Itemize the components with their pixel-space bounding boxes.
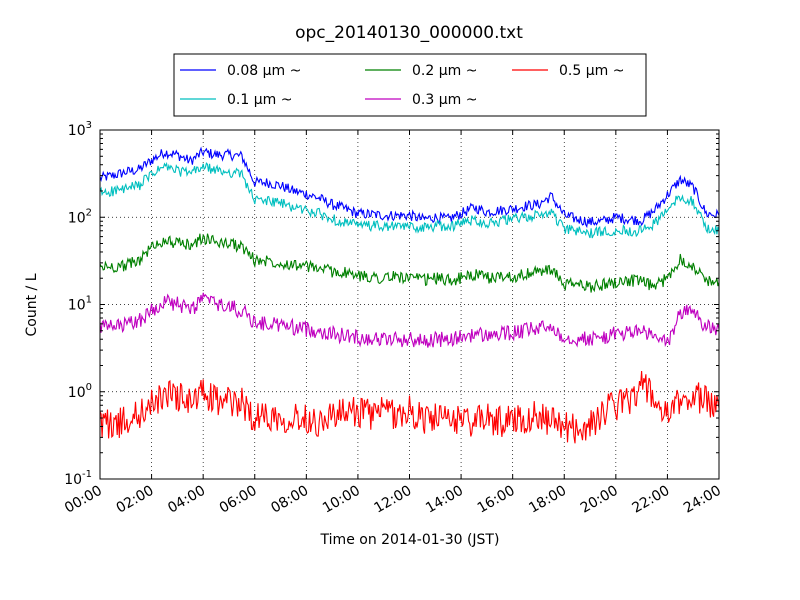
y-tick-base: 10 [68, 123, 86, 139]
legend: 0.08 μm ~ 0.1 μm ~ 0.2 μm ~ 0.3 μm ~ 0.5 μm … [173, 53, 647, 117]
y-tick-base: 10 [68, 210, 86, 226]
legend-frame [173, 53, 647, 117]
legend-label: 0.5 μm ~ [559, 63, 624, 79]
y-tick-label: 102 [68, 207, 92, 226]
legend-label: 0.2 μm ~ [412, 63, 477, 79]
y-tick-base: 10 [68, 298, 86, 314]
chart-title: opc_20140130_000000.txt [295, 23, 523, 43]
legend-label: 0.1 μm ~ [227, 92, 292, 108]
series-layer [99, 146, 720, 444]
ticks [99, 129, 720, 480]
y-tick-exponent: 2 [86, 207, 92, 218]
series-line-1 [99, 161, 720, 239]
y-tick-label: 101 [68, 295, 92, 314]
y-tick-label: 103 [68, 120, 92, 139]
series-line-2 [99, 233, 720, 293]
y-axis-label: Count / L [24, 273, 40, 336]
x-axis-label: Time on 2014-01-30 (JST) [320, 532, 500, 548]
y-tick-base: 10 [64, 472, 82, 488]
y-tick-exponent: 0 [86, 382, 92, 393]
legend-label: 0.3 μm ~ [412, 92, 477, 108]
y-tick-base: 10 [68, 385, 86, 401]
series-line-3 [99, 292, 720, 348]
y-tick-exponent: 3 [86, 120, 92, 131]
legend-label: 0.08 μm ~ [227, 63, 301, 79]
series-line-4 [99, 370, 720, 444]
y-tick-exponent: -1 [82, 469, 92, 480]
y-tick-exponent: 1 [86, 295, 92, 306]
series-line-0 [99, 146, 720, 229]
y-tick-label: 10-1 [64, 469, 92, 488]
y-tick-label: 100 [68, 382, 92, 401]
